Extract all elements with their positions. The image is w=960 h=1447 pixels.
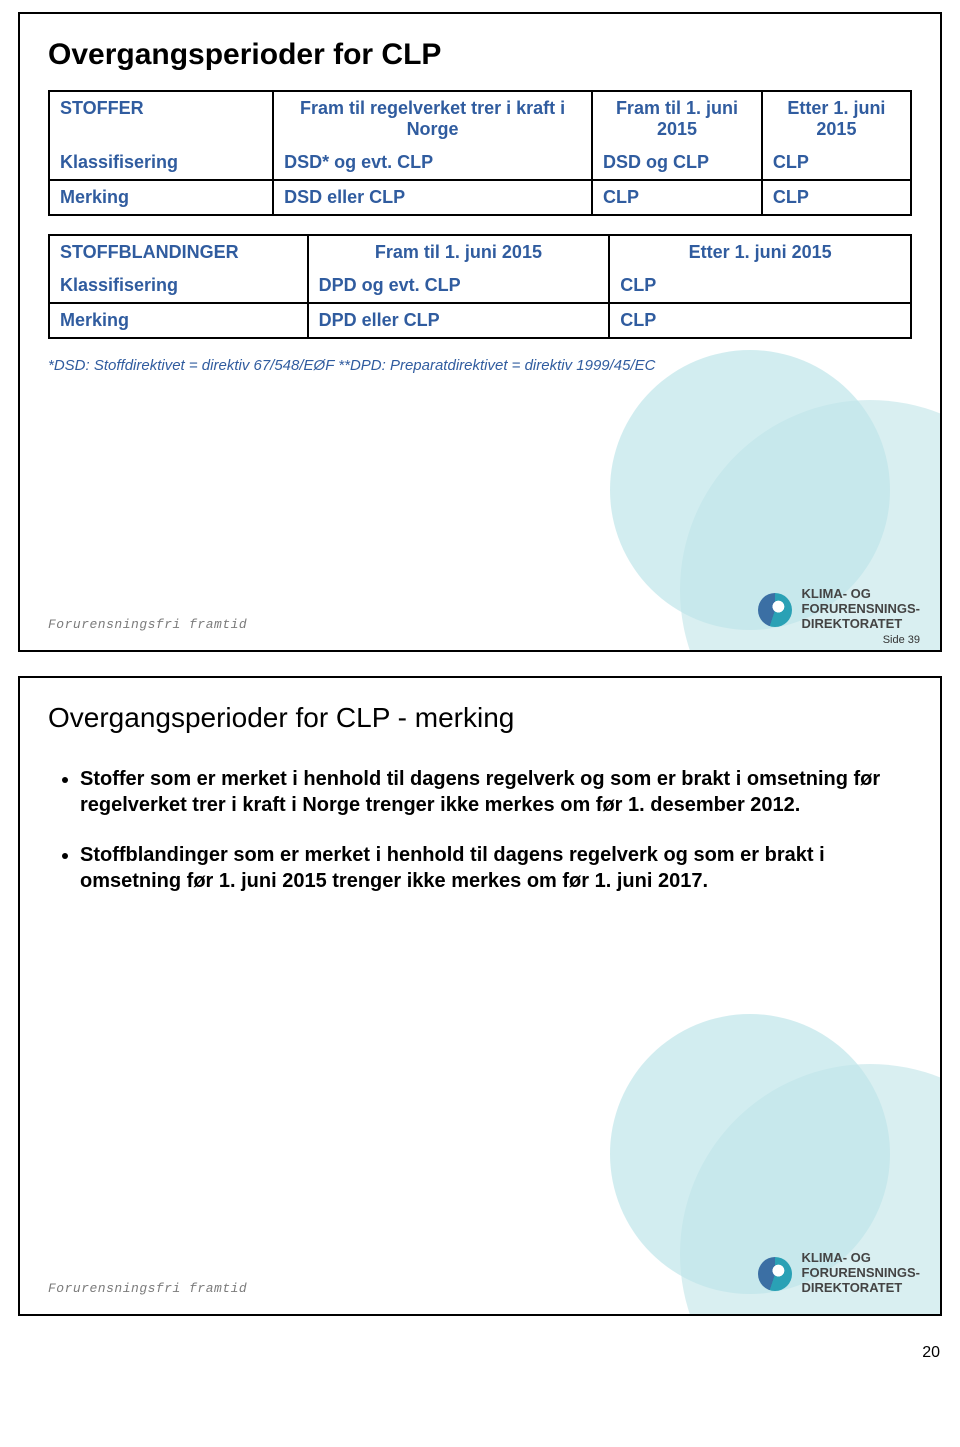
table-header-cell: Fram til regelverket trer i kraft i Norg…: [273, 91, 592, 146]
table-cell: Merking: [49, 180, 273, 215]
bullet-text: Stoffer som er merket i henhold til dage…: [80, 768, 880, 816]
table-cell: DSD eller CLP: [273, 180, 592, 215]
bullet-item: Stoffer som er merket i henhold til dage…: [80, 766, 912, 818]
footer-org-line: DIREKTORATET: [802, 1281, 920, 1296]
slide-title: Overgangsperioder for CLP: [48, 38, 912, 72]
footer-org-line: DIREKTORATET: [802, 617, 920, 632]
bullet-list: Stoffer som er merket i henhold til dage…: [48, 766, 912, 894]
logo-swirl-icon: [758, 1257, 792, 1291]
footer-org-line: FORURENSNINGS-: [802, 602, 920, 617]
slide-1: Overgangsperioder for CLP STOFFER Fram t…: [18, 12, 942, 652]
bullet-item: Stoffblandinger som er merket i henhold …: [80, 842, 912, 894]
slide-number: Side 39: [883, 634, 920, 646]
footer-org-name: KLIMA- OG FORURENSNINGS- DIREKTORATET: [802, 1251, 920, 1296]
page-number: 20: [0, 1340, 960, 1372]
table-stoffblandinger: STOFFBLANDINGER Fram til 1. juni 2015 Et…: [48, 234, 912, 339]
footnote-text: *DSD: Stoffdirektivet = direktiv 67/548/…: [48, 357, 912, 374]
table-cell: Merking: [49, 303, 308, 338]
footer-org-line: FORURENSNINGS-: [802, 1266, 920, 1281]
table-header-cell: STOFFBLANDINGER: [49, 235, 308, 269]
table-cell: Klassifisering: [49, 269, 308, 303]
footer-tagline: Forurensningsfri framtid: [48, 1281, 247, 1296]
slide-title: Overgangsperioder for CLP - merking: [48, 702, 912, 734]
table-cell: CLP: [592, 180, 762, 215]
table-cell: DPD eller CLP: [308, 303, 610, 338]
footer-org-name: KLIMA- OG FORURENSNINGS- DIREKTORATET: [802, 587, 920, 632]
footer-org-line: KLIMA- OG: [802, 587, 920, 602]
page-container: Overgangsperioder for CLP STOFFER Fram t…: [0, 12, 960, 1392]
slide-footer: Forurensningsfri framtid KLIMA- OG FORUR…: [48, 587, 920, 632]
bullet-text: Stoffblandinger som er merket i henhold …: [80, 844, 825, 892]
table-cell: DPD og evt. CLP: [308, 269, 610, 303]
footer-tagline: Forurensningsfri framtid: [48, 617, 247, 632]
table-stoffer: STOFFER Fram til regelverket trer i kraf…: [48, 90, 912, 216]
footer-org-line: KLIMA- OG: [802, 1251, 920, 1266]
logo-swirl-icon: [758, 593, 792, 627]
table-cell: CLP: [762, 180, 911, 215]
slide-footer: Forurensningsfri framtid KLIMA- OG FORUR…: [48, 1251, 920, 1296]
table-cell: CLP: [762, 146, 911, 180]
table-header-cell: Etter 1. juni 2015: [762, 91, 911, 146]
table-cell: DSD* og evt. CLP: [273, 146, 592, 180]
table-cell: CLP: [609, 303, 911, 338]
footer-logo-block: KLIMA- OG FORURENSNINGS- DIREKTORATET: [758, 1251, 920, 1296]
table-cell: Klassifisering: [49, 146, 273, 180]
table-cell: CLP: [609, 269, 911, 303]
table-header-cell: Fram til 1. juni 2015: [308, 235, 610, 269]
table-cell: DSD og CLP: [592, 146, 762, 180]
table-header-cell: Etter 1. juni 2015: [609, 235, 911, 269]
footer-logo-block: KLIMA- OG FORURENSNINGS- DIREKTORATET: [758, 587, 920, 632]
table-header-cell: STOFFER: [49, 91, 273, 146]
slide-2: Overgangsperioder for CLP - merking Stof…: [18, 676, 942, 1316]
table-header-cell: Fram til 1. juni 2015: [592, 91, 762, 146]
